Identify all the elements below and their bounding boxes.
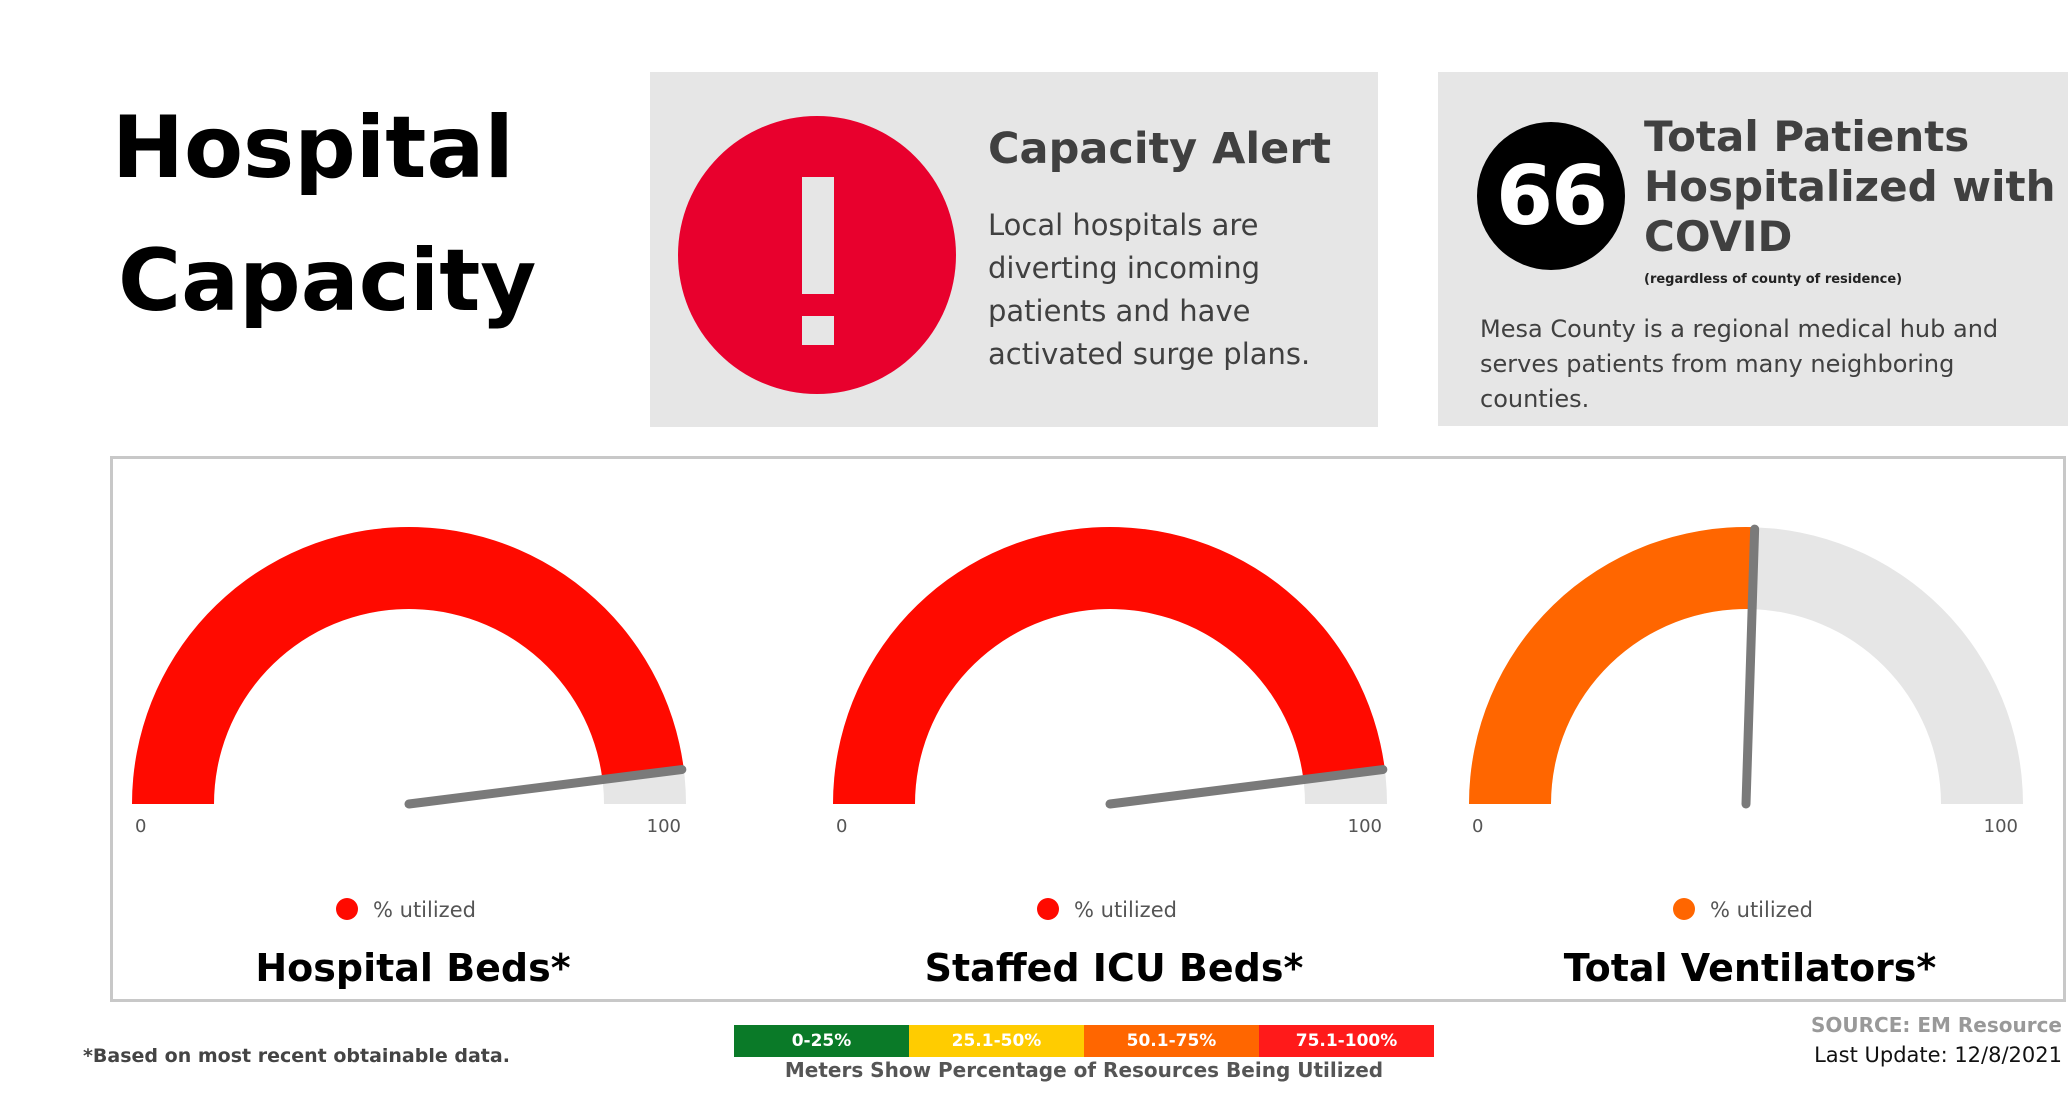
exclamation-bar <box>802 177 834 294</box>
page-title: Hospital Capacity <box>112 82 537 348</box>
gauges-panel: 0 100 % utilized Hospital Beds* 0 100 % utiliz… <box>110 456 2066 1002</box>
page-title-line1: Hospital <box>112 98 514 198</box>
total-patients-title: Total Patients Hospitalized with COVID <box>1644 112 2056 261</box>
capacity-alert-card: Capacity Alert Local hospitals are diver… <box>650 72 1378 427</box>
legend-label: % utilized <box>1710 898 1813 922</box>
capacity-alert-text: Local hospitals are diverting incoming p… <box>988 208 1311 371</box>
legend-label: % utilized <box>373 898 476 922</box>
gauge-value-arc <box>833 527 1385 804</box>
exclamation-icon <box>678 116 956 394</box>
gauge-needle <box>1105 765 1388 809</box>
utilization-scale: 0-25% 25.1-50% 50.1-75% 75.1-100% <box>734 1025 1434 1057</box>
gauge-value-arc <box>1469 527 1755 804</box>
footnote: *Based on most recent obtainable data. <box>83 1045 510 1067</box>
gauge-max-label: 100 <box>1348 816 1382 837</box>
legend-label: % utilized <box>1074 898 1177 922</box>
gauge-min-label: 0 <box>135 816 146 837</box>
gauge-needle <box>1741 524 1760 809</box>
residence-note: (regardless of county of residence) <box>1644 272 1903 287</box>
scale-segment-75-100: 75.1-100% <box>1259 1025 1434 1057</box>
capacity-alert-title: Capacity Alert <box>988 124 1332 174</box>
gauge-value-arc <box>132 526 684 804</box>
gauge-max-label: 100 <box>1984 816 2018 837</box>
gauge-min-label: 0 <box>1472 816 1483 837</box>
regional-hub-text: Mesa County is a regional medical hub an… <box>1480 315 1999 413</box>
gauge-title: Staffed ICU Beds* <box>925 946 1304 990</box>
legend-dot <box>1037 898 1059 920</box>
gauge-min-label: 0 <box>836 816 847 837</box>
gauge-title: Total Ventilators* <box>1564 946 1937 990</box>
page-title-line2: Capacity <box>118 231 537 331</box>
scale-segment-0-25: 0-25% <box>734 1025 909 1057</box>
gauges-chart: 0 100 % utilized Hospital Beds* 0 100 % utiliz… <box>132 524 2023 990</box>
gauge-needle <box>404 765 687 809</box>
scale-segment-25-50: 25.1-50% <box>909 1025 1084 1057</box>
exclamation-dot <box>802 316 834 345</box>
patient-count-badge: 66 <box>1477 122 1625 270</box>
total-patients-card: 66 Total Patients Hospitalized with COVI… <box>1438 72 2068 426</box>
scale-segment-50-75: 50.1-75% <box>1084 1025 1259 1057</box>
last-update-label: Last Update: 12/8/2021 <box>1814 1043 2062 1067</box>
legend-dot <box>336 898 358 920</box>
scale-caption: Meters Show Percentage of Resources Bein… <box>784 1058 1384 1082</box>
legend-dot <box>1673 898 1695 920</box>
source-label: SOURCE: EM Resource <box>1810 1013 2062 1037</box>
gauge-max-label: 100 <box>647 816 681 837</box>
gauge-title: Hospital Beds* <box>255 946 570 990</box>
